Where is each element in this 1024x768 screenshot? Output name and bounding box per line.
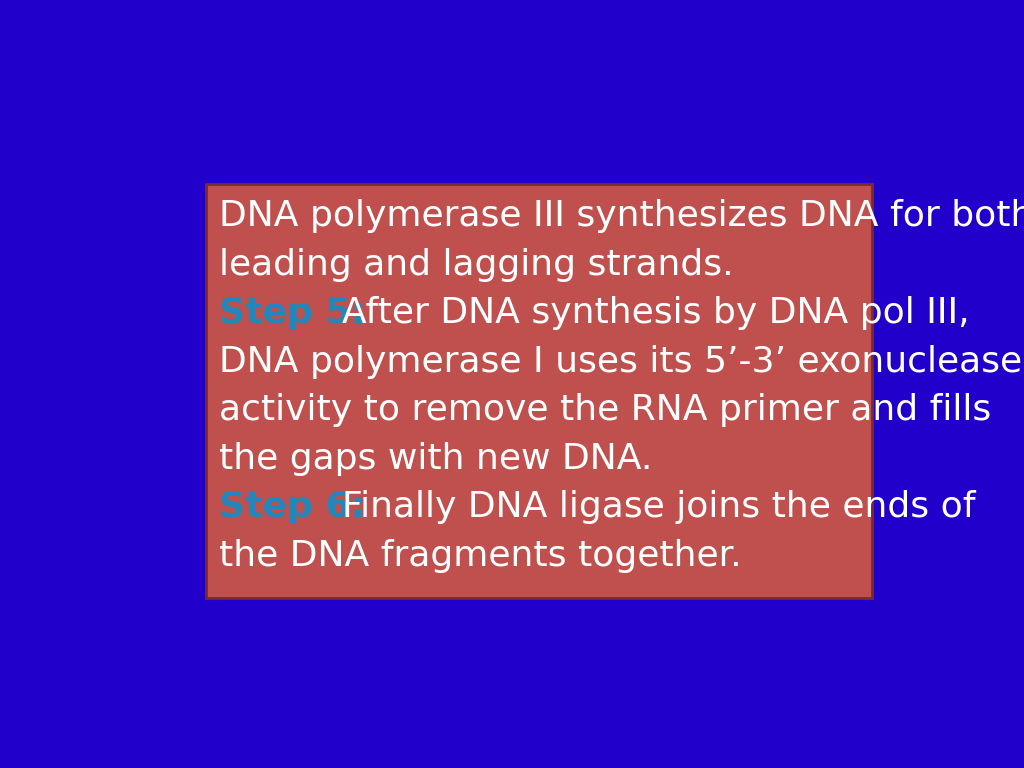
- Text: activity to remove the RNA primer and fills: activity to remove the RNA primer and fi…: [219, 393, 991, 427]
- Text: Step 5:: Step 5:: [219, 296, 378, 330]
- FancyBboxPatch shape: [206, 184, 872, 598]
- Text: After DNA synthesis by DNA pol III,: After DNA synthesis by DNA pol III,: [342, 296, 970, 330]
- Text: the gaps with new DNA.: the gaps with new DNA.: [219, 442, 652, 476]
- Text: DNA polymerase III synthesizes DNA for both: DNA polymerase III synthesizes DNA for b…: [219, 200, 1024, 233]
- Text: Finally DNA ligase joins the ends of: Finally DNA ligase joins the ends of: [342, 490, 976, 525]
- Text: leading and lagging strands.: leading and lagging strands.: [219, 248, 734, 282]
- Text: the DNA fragments together.: the DNA fragments together.: [219, 539, 742, 573]
- Text: Step 6:: Step 6:: [219, 490, 378, 525]
- Text: DNA polymerase I uses its 5’-3’ exonuclease: DNA polymerase I uses its 5’-3’ exonucle…: [219, 345, 1022, 379]
